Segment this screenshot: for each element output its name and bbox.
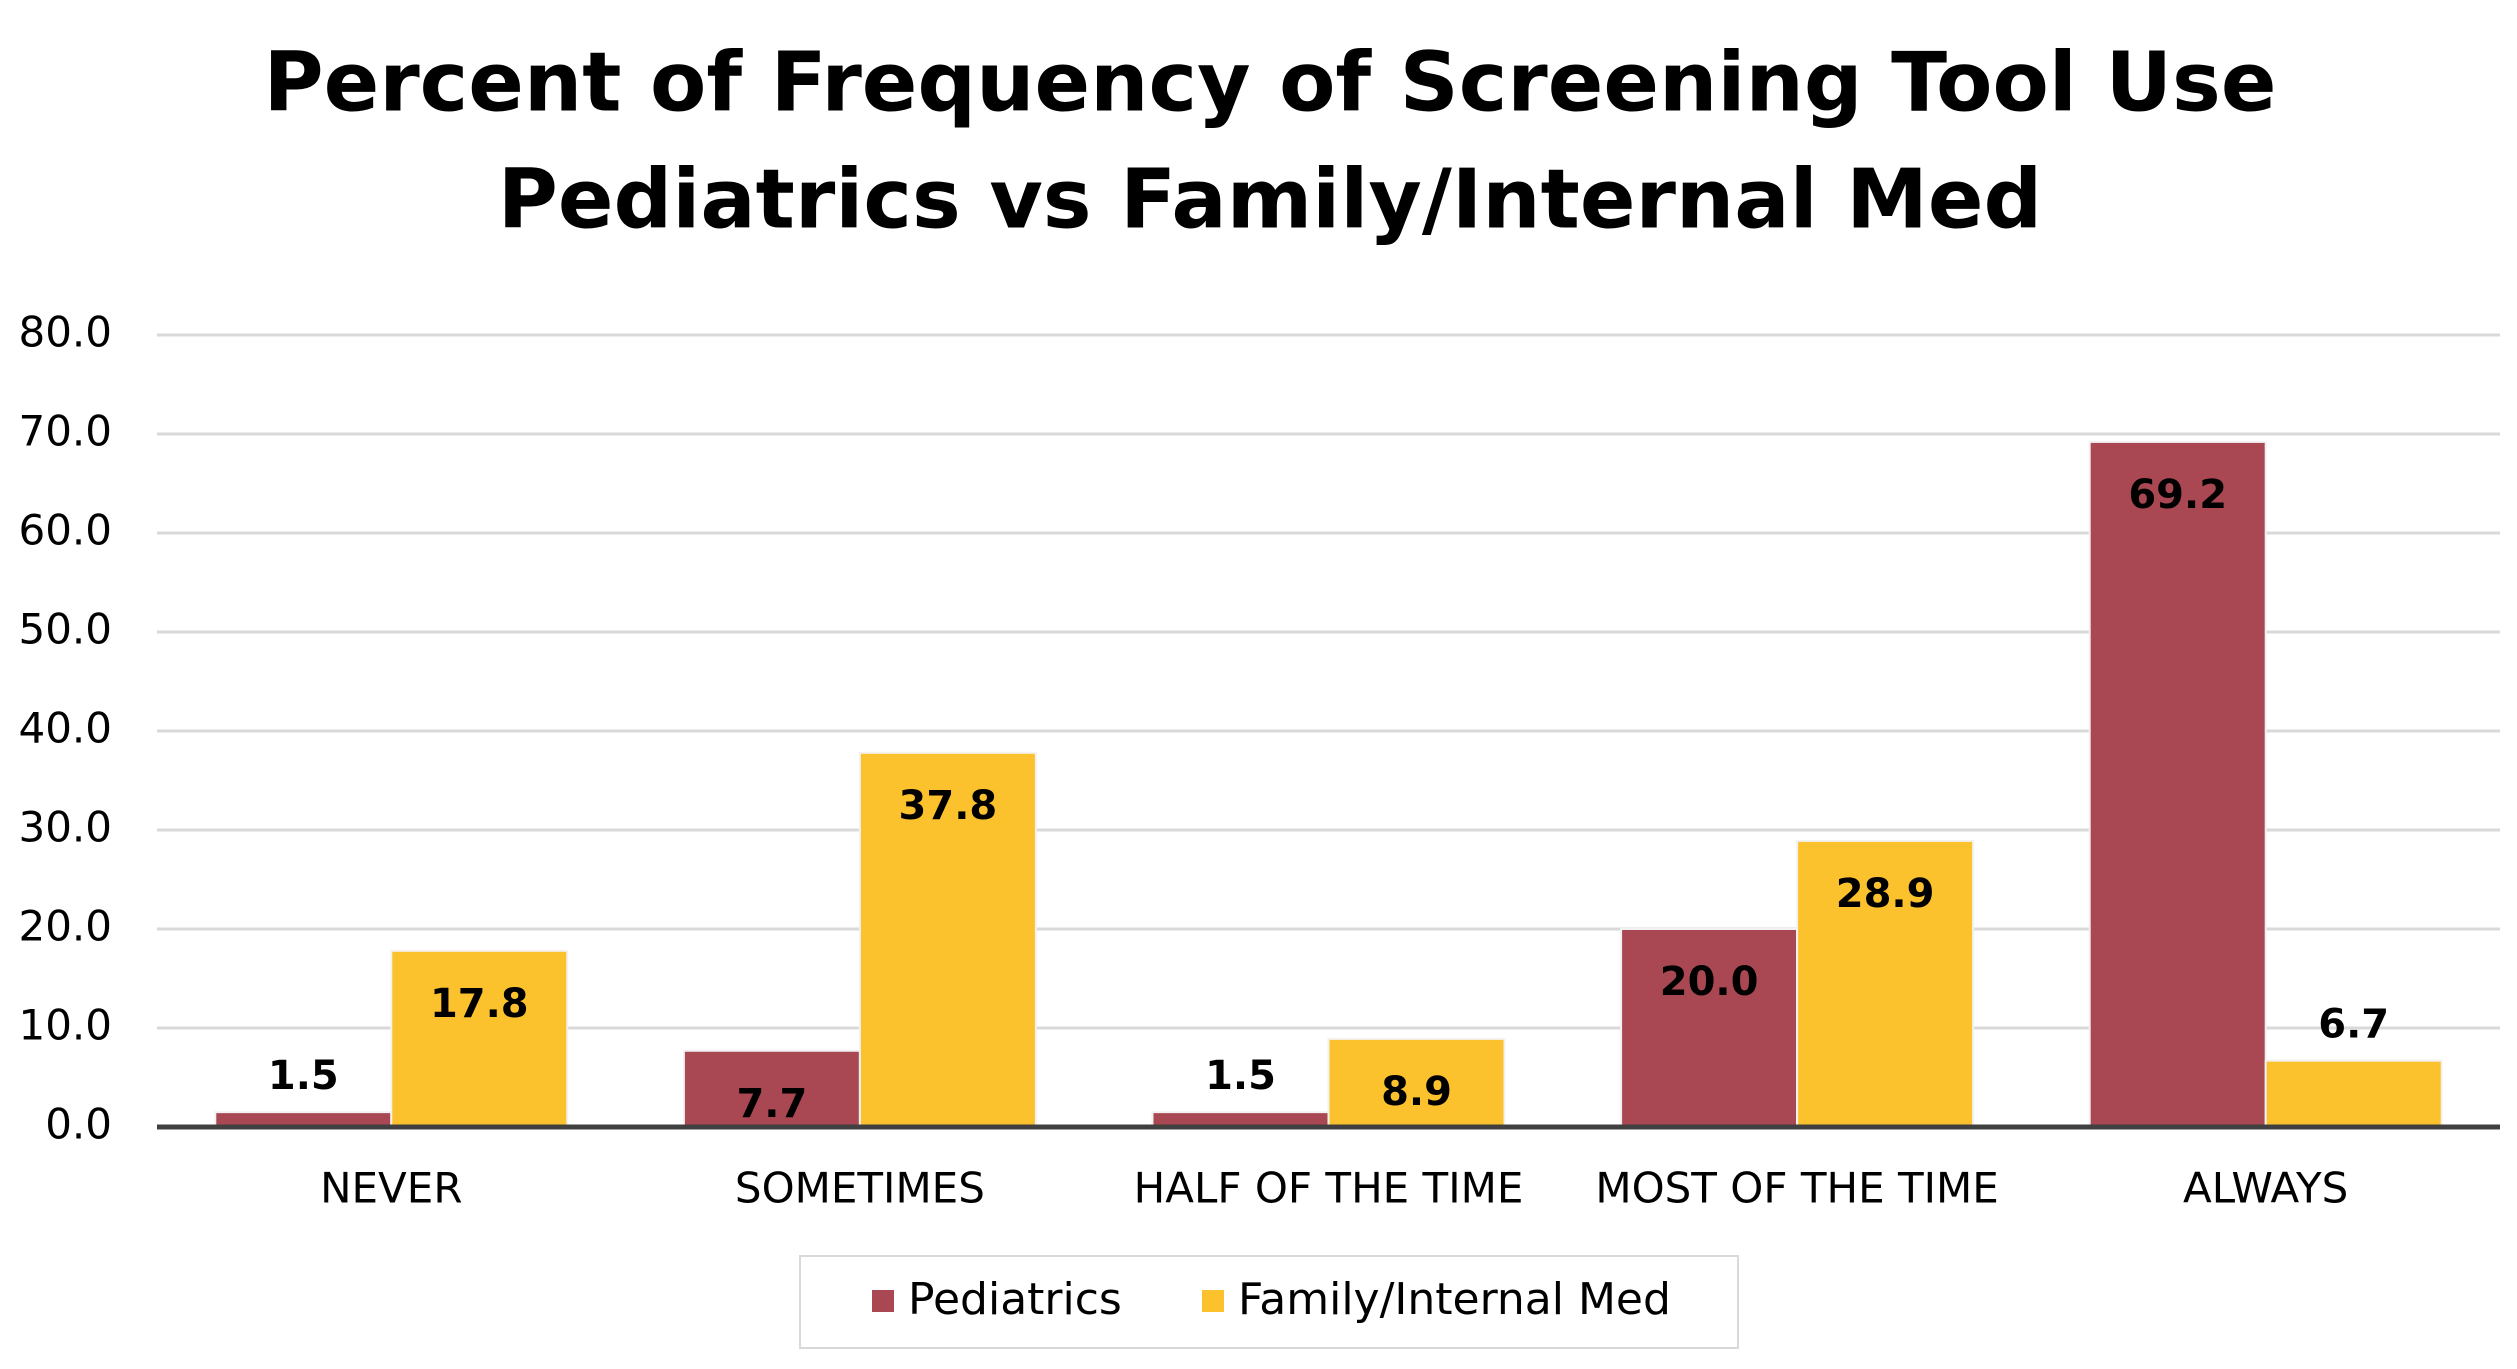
data-label: 1.5 [1205, 1053, 1276, 1099]
chart-title: Pediatrics vs Family/Internal Med [498, 152, 2042, 247]
data-label: 28.9 [1836, 871, 1935, 917]
chart-title: Percent of Frequency of Screening Tool U… [264, 35, 2277, 130]
legend-label: Pediatrics [908, 1274, 1122, 1325]
bar [390, 949, 569, 1129]
y-tick-label: 0.0 [45, 1100, 112, 1149]
legend-swatch [872, 1290, 894, 1312]
data-label: 37.8 [899, 783, 998, 829]
y-tick-label: 60.0 [18, 506, 112, 555]
x-tick-label: MOST OF THE TIME [1595, 1164, 1998, 1213]
bar [858, 751, 1037, 1129]
data-label: 7.7 [736, 1081, 807, 1127]
y-tick-label: 50.0 [18, 605, 112, 654]
x-tick-label: NEVER [320, 1164, 462, 1213]
bar [1327, 1037, 1506, 1129]
data-label: 6.7 [2318, 1002, 2389, 1048]
x-tick-label: HALF OF THE TIME [1134, 1164, 1524, 1213]
y-tick-label: 70.0 [18, 407, 112, 456]
data-label: 1.5 [268, 1053, 339, 1099]
y-tick-label: 40.0 [18, 704, 112, 753]
y-tick-label: 80.0 [18, 308, 112, 357]
legend-label: Family/Internal Med [1238, 1274, 1671, 1325]
y-tick-label: 30.0 [18, 803, 112, 852]
data-label: 17.8 [430, 981, 529, 1027]
data-label: 69.2 [2128, 472, 2227, 518]
bar [2088, 440, 2267, 1129]
bar [2264, 1059, 2443, 1129]
y-tick-label: 10.0 [18, 1001, 112, 1050]
y-tick-label: 20.0 [18, 902, 112, 951]
data-label: 8.9 [1381, 1069, 1452, 1115]
x-tick-label: SOMETIMES [735, 1164, 985, 1213]
legend-swatch [1202, 1290, 1224, 1312]
bar [1796, 839, 1975, 1128]
data-label: 20.0 [1660, 959, 1759, 1005]
x-tick-label: ALWAYS [2183, 1164, 2348, 1213]
legend-box [799, 1255, 1739, 1349]
